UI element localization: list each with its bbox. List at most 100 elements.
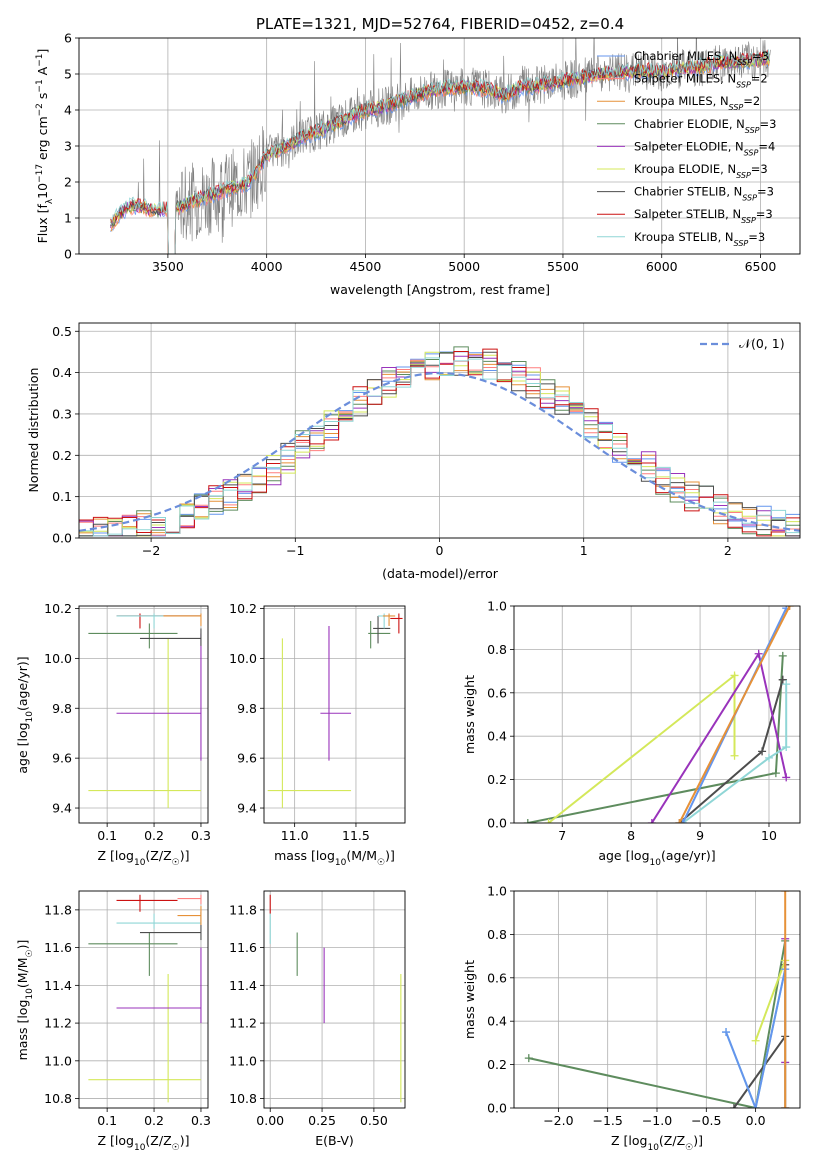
y-tick-label: 11.8	[44, 902, 72, 917]
y-tick-label: 11.2	[229, 1016, 257, 1031]
y-tick-label: 11.6	[44, 940, 72, 955]
age-vs-z-points	[88, 613, 202, 809]
mass-vs-z-ylabel: mass [log10(M/M☉)]	[15, 940, 35, 1061]
y-tick-label: 11.8	[229, 902, 257, 917]
y-tick-label: 0.4	[52, 365, 72, 380]
residual-ylabel: Normed distribution	[26, 368, 41, 493]
spectrum-xlabel: wavelength [Angstrom, rest frame]	[330, 282, 550, 297]
weight-vs-age-lines	[523, 606, 794, 823]
x-tick-label: 0.1	[97, 1113, 117, 1128]
weight-marker	[782, 773, 791, 782]
y-tick-label: 9.4	[237, 801, 257, 816]
y-tick-label: 2	[64, 175, 72, 190]
y-tick-label: 11.4	[229, 978, 257, 993]
mass-vs-ebv-xlabel: E(B-V)	[315, 1133, 354, 1148]
x-tick-label: 9	[696, 828, 704, 843]
x-tick-label: −0.5	[691, 1113, 721, 1128]
x-tick-label: 4500	[350, 259, 382, 274]
spectrum-axes: 3500 4000 4500 5000 5500 6000 6500 0 1 2 3 4 5 6 Chabr…	[35, 15, 801, 297]
y-tick-label: 10.2	[229, 601, 257, 616]
x-tick-label: 0.2	[144, 1113, 164, 1128]
weight-line	[528, 940, 787, 1108]
y-tick-label: 11.4	[44, 978, 72, 993]
residual-axes: −2 −1 0 1 2 0.0 0.1 0.2 0.3 0.4 0.5 𝒩(0, 1) (data-mo…	[26, 322, 801, 581]
residual-xlabel: (data-model)/error	[382, 566, 499, 581]
x-tick-label: 0.0	[746, 1113, 766, 1128]
y-tick-label: 0.3	[52, 406, 72, 421]
weight-marker	[751, 1036, 760, 1045]
x-tick-label: 6500	[745, 259, 777, 274]
age-vs-mass-points	[267, 613, 403, 809]
x-tick-label: 0.3	[191, 1113, 211, 1128]
y-tick-label: 1	[64, 211, 72, 226]
mass-vs-z-xlabel: Z [log10(Z/Z☉)]	[98, 1133, 190, 1153]
axes-frame	[513, 605, 801, 824]
age-vs-mass-xlabel: mass [log10(M/M☉)]	[274, 848, 395, 868]
y-tick-label: 0.5	[52, 324, 72, 339]
legend-label: Chabrier MILES, NSSP=3	[634, 49, 769, 67]
weight-marker	[778, 651, 787, 660]
x-tick-label: 0.00	[256, 1113, 284, 1128]
legend-label: Chabrier STELIB, NSSP=3	[634, 185, 774, 203]
weight-vs-z-ylabel: mass weight	[462, 960, 477, 1039]
y-tick-label: 0.2	[487, 772, 507, 787]
weight-marker	[544, 819, 553, 823]
residual-legend-label: 𝒩(0, 1)	[739, 336, 785, 351]
weight-marker	[729, 1104, 738, 1108]
y-tick-label: 0.4	[487, 1014, 507, 1029]
spectrum-title: PLATE=1321, MJD=52764, FIBERID=0452, z=0…	[256, 15, 624, 33]
y-tick-label: 0.8	[487, 642, 507, 657]
x-tick-label: 5500	[547, 259, 579, 274]
axes-frame	[263, 605, 406, 824]
age-vs-mass: 11.0 11.5 9.4 9.6 9.8 10.0 10.2 mass [log10(M/M…	[229, 601, 406, 868]
weight-marker	[785, 606, 794, 610]
y-tick-label: 10.8	[44, 1091, 72, 1106]
weight-marker	[771, 769, 780, 778]
x-tick-label: 7	[558, 828, 566, 843]
weight-vs-z-lines	[524, 891, 790, 1108]
y-tick-label: 10.2	[44, 601, 72, 616]
mass-vs-ebv: 0.00 0.25 0.50 10.8 11.0 11.2 11.4 11.6 11.8 E(B-…	[229, 890, 406, 1148]
weight-marker	[675, 819, 684, 823]
legend-label: Salpeter MILES, NSSP=2	[634, 72, 768, 90]
weight-marker	[778, 675, 787, 684]
mass-vs-ebv-points	[269, 894, 402, 1103]
x-tick-label: −1.0	[642, 1113, 672, 1128]
weight-vs-age-ylabel: mass weight	[462, 675, 477, 754]
y-tick-label: 0.1	[52, 489, 72, 504]
x-tick-label: 0.50	[360, 1113, 388, 1128]
weight-marker	[678, 819, 687, 823]
mass-vs-z-points	[88, 894, 202, 1103]
axes-frame	[78, 605, 209, 824]
y-tick-label: 9.4	[52, 801, 72, 816]
legend-label: Salpeter ELODIE, NSSP=4	[634, 139, 775, 157]
y-tick-label: 0.0	[487, 816, 507, 831]
x-tick-label: −1	[286, 543, 304, 558]
weight-marker	[781, 1104, 790, 1108]
age-vs-z-ylabel: age [log10(age/yr)]	[15, 656, 35, 773]
weight-marker	[647, 819, 656, 823]
y-tick-label: 0	[64, 247, 72, 262]
y-tick-label: 0.2	[52, 448, 72, 463]
x-tick-label: 0.25	[308, 1113, 336, 1128]
x-tick-label: −2.0	[543, 1113, 573, 1128]
axes-frame	[78, 37, 801, 255]
weight-marker	[730, 751, 739, 760]
weight-marker	[782, 680, 791, 689]
weight-vs-age-xlabel: age [log10(age/yr)]	[598, 848, 715, 868]
spectrum-plot	[110, 38, 771, 254]
axes-frame	[78, 322, 801, 539]
y-tick-label: 11.6	[229, 940, 257, 955]
observed-spectrum	[110, 38, 771, 254]
weight-marker	[751, 1104, 760, 1108]
y-tick-label: 0.0	[487, 1101, 507, 1116]
x-tick-label: 0.3	[191, 828, 211, 843]
y-tick-label: 0.6	[487, 970, 507, 985]
weight-line	[678, 606, 791, 823]
y-tick-label: 1.0	[487, 884, 507, 899]
age-vs-z: 0.1 0.2 0.3 9.4 9.6 9.8 10.0 10.2 Z [log10(Z/Z☉)…	[15, 601, 211, 868]
weight-marker	[524, 1054, 533, 1063]
spectrum-legend: Chabrier MILES, NSSP=3 Salpeter MILES, NS…	[597, 49, 776, 247]
weight-marker	[781, 891, 790, 895]
